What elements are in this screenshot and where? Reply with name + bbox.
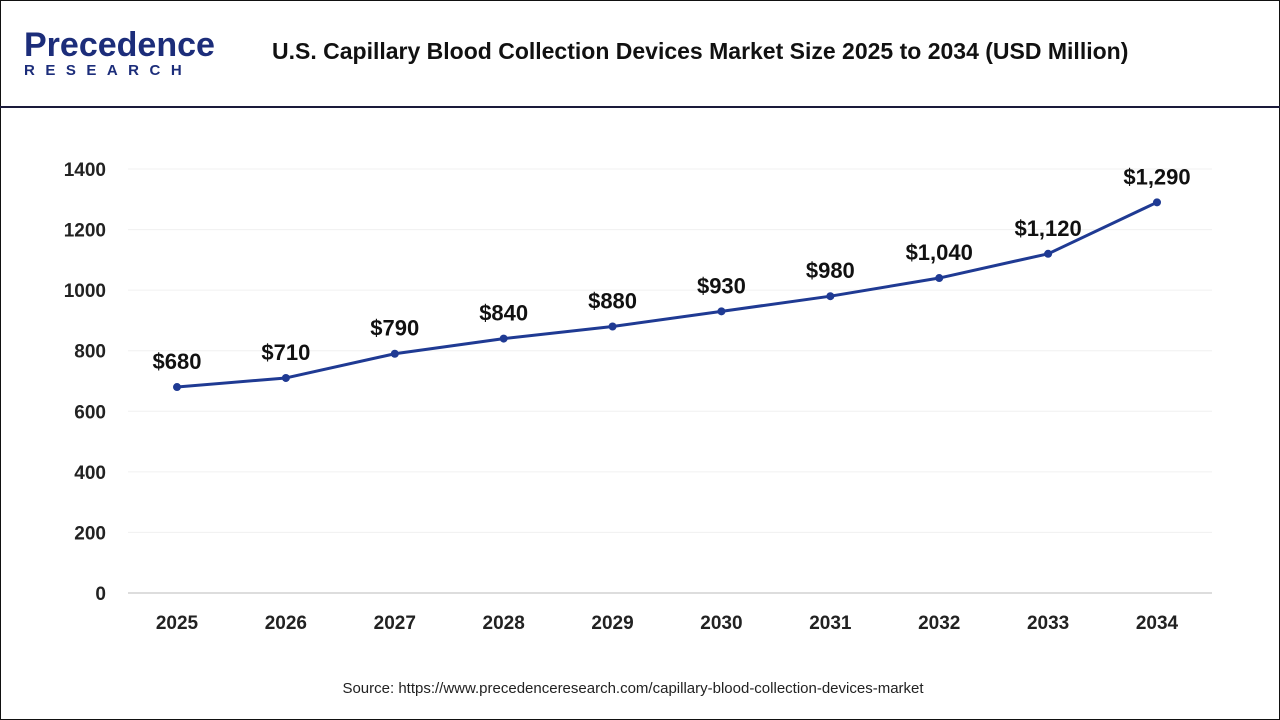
x-tick-label: 2033 <box>1027 613 1069 634</box>
data-point <box>1153 198 1161 207</box>
logo-main-text: Precedence <box>24 26 215 64</box>
data-point <box>173 383 181 392</box>
x-tick-label: 2027 <box>374 613 416 634</box>
data-point <box>281 373 290 382</box>
source-note: Source: https://www.precedenceresearch.c… <box>342 680 924 697</box>
data-label: $680 <box>153 349 202 374</box>
data-point <box>1044 249 1053 258</box>
y-tick-label: 1200 <box>64 221 106 242</box>
data-label: $1,120 <box>1014 216 1081 241</box>
x-tick-label: 2031 <box>809 613 852 634</box>
x-tick-label: 2029 <box>591 613 633 634</box>
x-tick-label: 2034 <box>1136 613 1179 634</box>
data-point <box>608 322 617 331</box>
chart-title: U.S. Capillary Blood Collection Devices … <box>272 38 1129 64</box>
header: Precedence RESEARCH U.S. Capillary Blood… <box>0 0 1280 108</box>
data-label: $1,040 <box>906 240 973 265</box>
data-label: $980 <box>806 258 855 283</box>
y-tick-label: 200 <box>74 523 106 544</box>
x-tick-label: 2030 <box>700 613 742 634</box>
data-point <box>717 307 726 316</box>
y-tick-label: 600 <box>74 402 106 423</box>
x-tick-label: 2025 <box>156 613 199 634</box>
data-label: $880 <box>588 288 637 313</box>
data-point <box>499 334 508 343</box>
data-label: $840 <box>479 301 528 326</box>
logo-sub-text: RESEARCH <box>24 62 193 79</box>
data-point <box>390 349 399 358</box>
y-tick-label: 400 <box>74 463 106 484</box>
data-label: $1,290 <box>1123 164 1190 189</box>
series-line <box>176 200 1158 389</box>
y-tick-label: 800 <box>74 342 106 363</box>
data-point <box>935 274 944 283</box>
data-label: $710 <box>261 340 310 365</box>
x-tick-label: 2028 <box>483 613 525 634</box>
x-tick-label: 2026 <box>265 613 307 634</box>
y-tick-label: 0 <box>95 584 106 605</box>
x-tick-label: 2032 <box>918 613 960 634</box>
data-label: $790 <box>370 316 419 341</box>
y-tick-label: 1000 <box>64 281 106 302</box>
data-point <box>826 292 835 301</box>
precedence-research-logo: Precedence RESEARCH <box>24 28 215 79</box>
data-label: $930 <box>697 273 746 298</box>
y-tick-label: 1400 <box>64 160 106 181</box>
